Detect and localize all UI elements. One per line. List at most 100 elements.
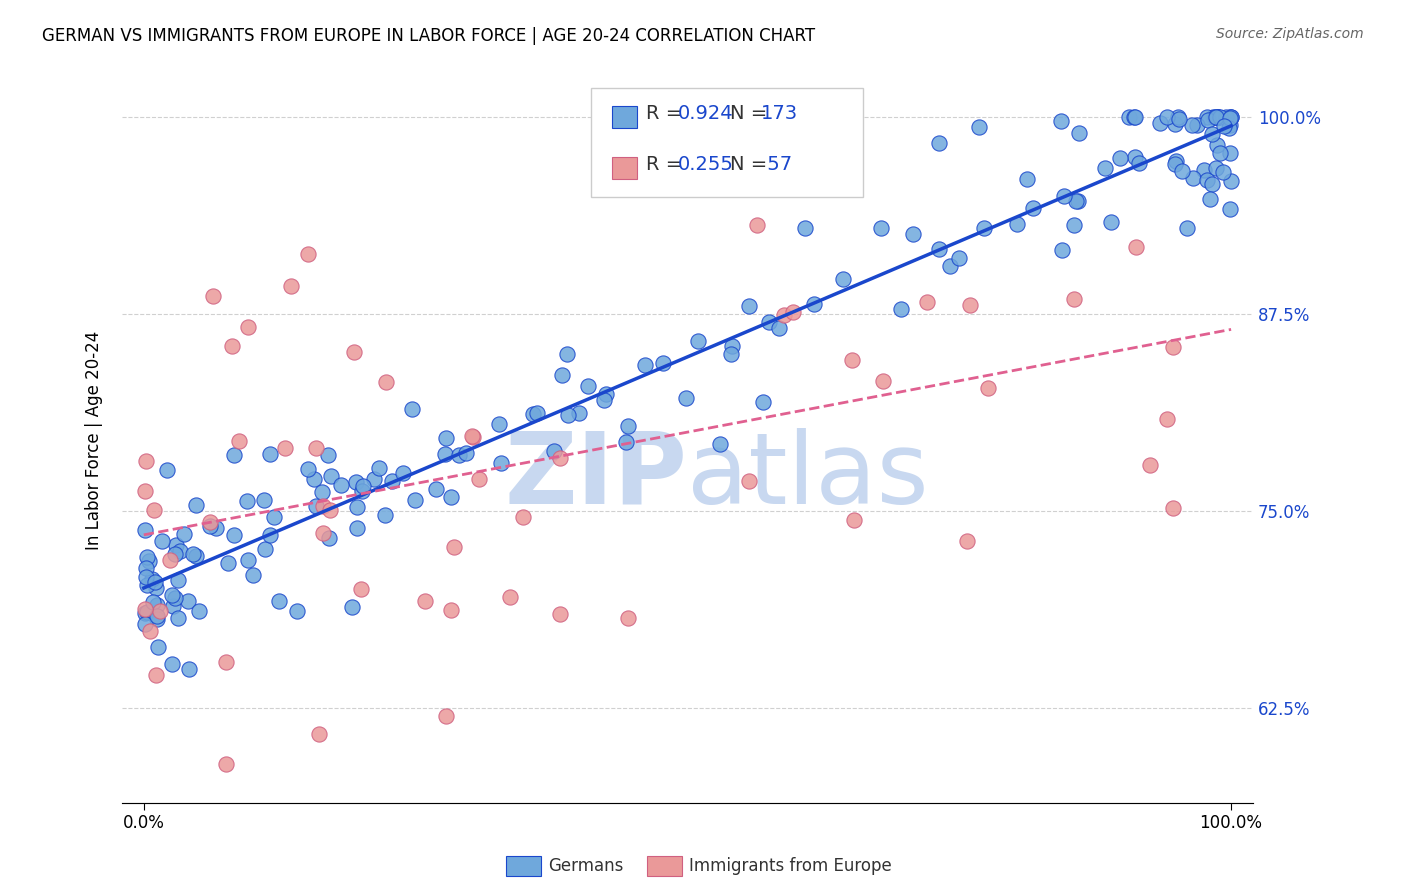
Point bbox=[721, 339, 744, 353]
Point bbox=[1219, 145, 1241, 160]
Point bbox=[1050, 244, 1073, 258]
Point bbox=[350, 484, 373, 499]
Point bbox=[1215, 110, 1237, 124]
Point bbox=[758, 315, 780, 329]
Point bbox=[1220, 110, 1243, 124]
Point bbox=[1219, 111, 1241, 125]
Point bbox=[1168, 112, 1191, 126]
Point bbox=[198, 515, 221, 529]
Point bbox=[928, 136, 950, 150]
Point bbox=[832, 272, 855, 286]
Point bbox=[169, 544, 191, 558]
Point bbox=[285, 604, 308, 618]
Point bbox=[1108, 151, 1130, 165]
Point bbox=[811, 165, 834, 179]
Point bbox=[280, 279, 302, 293]
Point bbox=[269, 593, 291, 607]
Point bbox=[443, 541, 465, 555]
Point bbox=[150, 534, 173, 549]
Point bbox=[576, 378, 599, 392]
Point bbox=[134, 616, 156, 631]
Point bbox=[236, 494, 259, 508]
Text: R =: R = bbox=[645, 104, 688, 123]
Point bbox=[135, 560, 157, 574]
Point bbox=[1161, 501, 1184, 516]
Point bbox=[145, 581, 167, 595]
Point bbox=[215, 655, 238, 669]
Point bbox=[253, 493, 276, 508]
Point bbox=[1206, 110, 1229, 124]
Point bbox=[353, 479, 375, 493]
Point bbox=[415, 594, 437, 608]
Point bbox=[134, 602, 156, 616]
Point bbox=[959, 298, 981, 312]
Point bbox=[318, 531, 340, 545]
Point bbox=[768, 119, 790, 133]
Point bbox=[440, 490, 463, 504]
Point bbox=[617, 418, 640, 433]
Point bbox=[1218, 121, 1240, 136]
Point bbox=[217, 556, 239, 570]
Point bbox=[1175, 220, 1198, 235]
Y-axis label: In Labor Force | Age 20-24: In Labor Force | Age 20-24 bbox=[86, 330, 103, 549]
Point bbox=[1220, 174, 1243, 188]
Point bbox=[543, 444, 565, 458]
Point bbox=[738, 475, 761, 489]
Point bbox=[143, 574, 166, 589]
Point bbox=[183, 547, 205, 561]
Point bbox=[259, 528, 281, 542]
Point bbox=[149, 604, 172, 618]
Point bbox=[1192, 163, 1215, 178]
Point bbox=[1212, 165, 1234, 179]
Point bbox=[138, 553, 160, 567]
Point bbox=[1195, 110, 1218, 124]
Point bbox=[274, 442, 297, 456]
Point bbox=[773, 309, 796, 323]
Point bbox=[340, 600, 363, 615]
Point bbox=[1171, 163, 1194, 178]
Point bbox=[305, 442, 328, 456]
Point bbox=[321, 468, 343, 483]
Point bbox=[1205, 137, 1227, 152]
Point bbox=[187, 604, 209, 618]
Point bbox=[1123, 150, 1146, 164]
Text: 57: 57 bbox=[761, 155, 792, 174]
Point bbox=[928, 242, 950, 256]
Point bbox=[870, 220, 893, 235]
Point bbox=[146, 598, 169, 612]
Point bbox=[228, 434, 250, 449]
Point bbox=[177, 662, 200, 676]
Point bbox=[555, 347, 578, 361]
Point bbox=[1209, 110, 1232, 124]
Point bbox=[176, 593, 198, 607]
Point bbox=[1206, 110, 1229, 124]
Point bbox=[224, 448, 246, 462]
FancyBboxPatch shape bbox=[592, 88, 863, 197]
Point bbox=[311, 485, 333, 500]
Point bbox=[221, 339, 243, 353]
Point bbox=[1163, 117, 1185, 131]
Point bbox=[297, 462, 319, 476]
Point bbox=[344, 475, 367, 489]
Point bbox=[709, 437, 731, 451]
Point bbox=[166, 611, 188, 625]
Text: N =: N = bbox=[730, 155, 773, 174]
Point bbox=[489, 456, 512, 470]
Point bbox=[1123, 110, 1146, 124]
Point bbox=[1213, 120, 1236, 134]
Point bbox=[1219, 119, 1241, 133]
Point bbox=[1128, 156, 1150, 170]
Point bbox=[890, 302, 912, 317]
Point bbox=[1064, 194, 1087, 209]
Point bbox=[263, 510, 285, 524]
Point bbox=[1205, 110, 1227, 124]
Point bbox=[404, 492, 426, 507]
Point bbox=[316, 448, 339, 462]
Point bbox=[1201, 127, 1223, 141]
Point bbox=[447, 449, 470, 463]
Point bbox=[166, 573, 188, 587]
Point bbox=[134, 606, 156, 620]
Point bbox=[548, 607, 571, 621]
Point bbox=[551, 368, 574, 382]
Point bbox=[568, 406, 591, 420]
